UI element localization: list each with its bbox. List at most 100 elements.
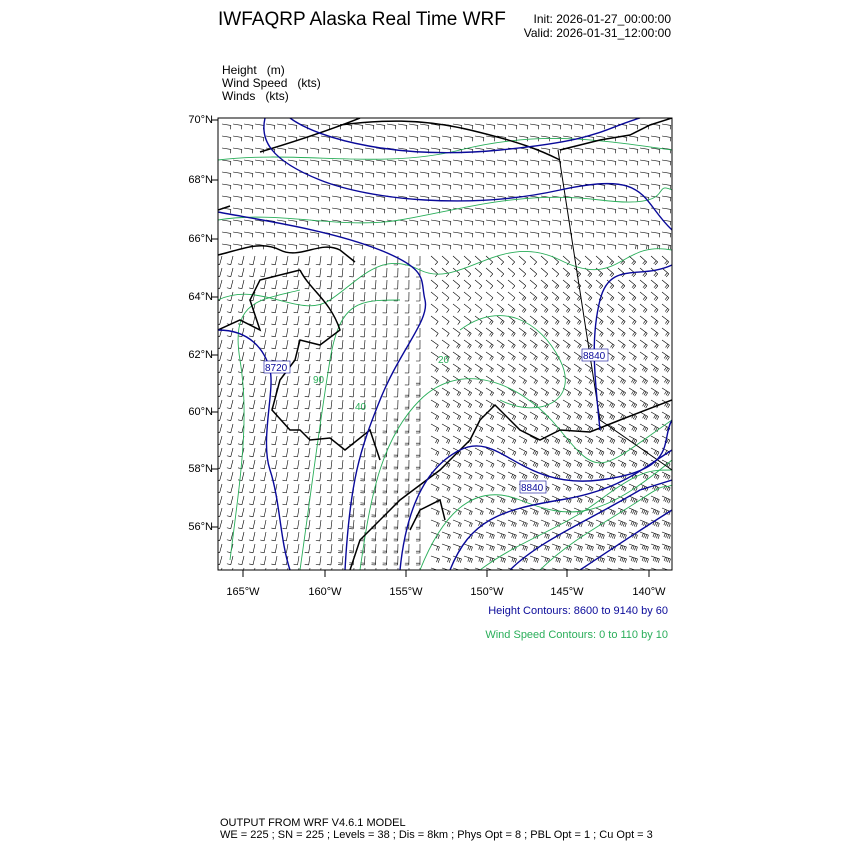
wind-barb — [529, 303, 538, 313]
wind-barb — [276, 231, 287, 238]
wind-barb — [617, 207, 628, 214]
wind-barb — [595, 531, 605, 540]
wind-barb — [298, 219, 309, 226]
wind-barb — [271, 423, 278, 434]
wind-barb — [562, 195, 573, 202]
wind-barb — [529, 171, 540, 178]
wind-barb — [518, 471, 528, 480]
wind-barb — [595, 231, 606, 238]
wind-barb — [628, 471, 638, 480]
wind-barb — [371, 399, 377, 410]
wind-barb — [518, 219, 529, 226]
wind-barb — [315, 327, 322, 338]
wind-barb — [496, 183, 507, 190]
wind-barb — [441, 567, 450, 570]
wind-barb — [551, 375, 560, 385]
wind-barb — [338, 279, 344, 290]
wind-barb — [371, 315, 377, 326]
wind-barb — [496, 435, 506, 444]
wind-barb — [353, 567, 355, 570]
wind-barb — [639, 399, 648, 409]
wind-barb — [315, 543, 322, 554]
wind-barb — [293, 459, 300, 470]
wind-barb — [349, 327, 355, 338]
wind-barb — [485, 447, 495, 456]
wind-barb — [606, 159, 617, 166]
wind-barb — [650, 375, 659, 385]
wind-barb — [584, 483, 594, 492]
wind-barb — [628, 459, 638, 468]
wind-barb — [254, 159, 265, 166]
wind-barb — [474, 159, 485, 166]
wind-barb — [562, 411, 572, 421]
wind-barb — [507, 375, 516, 385]
wind-barb — [249, 495, 256, 506]
wind-barb — [573, 411, 583, 421]
wind-barb — [518, 303, 527, 313]
wind-barb — [320, 123, 331, 130]
wind-barb — [375, 159, 386, 166]
field-unit: (kts) — [297, 76, 321, 90]
wind-barb — [485, 375, 494, 385]
wind-barb — [463, 507, 473, 516]
wind-barb — [661, 411, 671, 421]
wind-barb — [595, 147, 606, 154]
wind-barb — [382, 519, 388, 530]
wind-barb — [650, 555, 660, 563]
wind-barb — [353, 195, 364, 202]
wind-barb — [463, 327, 472, 337]
wind-barb — [326, 387, 333, 398]
wind-barb — [518, 459, 528, 468]
wind-barb — [573, 543, 583, 551]
wind-barb — [584, 315, 593, 325]
wind-barb — [338, 459, 344, 470]
wind-barb — [551, 267, 560, 278]
wind-barb — [304, 447, 311, 458]
wind-barb — [518, 363, 527, 373]
lat-label: 60°N — [188, 406, 213, 418]
wind-barb — [595, 219, 606, 226]
wind-barb — [639, 411, 649, 421]
wind-barb — [485, 183, 496, 190]
wind-barb — [540, 519, 550, 528]
wind-barb — [452, 459, 462, 468]
wind-barb — [650, 519, 660, 528]
wind-barb — [474, 303, 483, 313]
wind-barb — [617, 459, 627, 468]
wind-barb — [260, 267, 267, 278]
wind-barb — [551, 303, 560, 313]
wind-barb — [326, 483, 333, 494]
wind-barb — [463, 171, 474, 178]
wind-barb — [507, 159, 518, 166]
wind-barb — [628, 351, 637, 361]
wind-barb — [338, 387, 344, 398]
wind-barb — [606, 363, 615, 373]
wind-barb — [304, 267, 311, 278]
wind-barb — [315, 375, 322, 386]
wind-barb — [606, 447, 616, 456]
wind-barb — [353, 123, 364, 130]
wind-barb — [573, 387, 582, 397]
wind-barb — [364, 183, 375, 190]
wind-barb — [463, 363, 472, 373]
wind-barb — [249, 267, 256, 278]
wind-barb — [304, 255, 311, 266]
wind-barb — [463, 219, 474, 226]
wind-barb — [326, 471, 333, 482]
wind-barb — [628, 483, 638, 492]
wind-barb — [371, 387, 377, 398]
wind-barb — [260, 387, 267, 398]
wind-barb — [441, 291, 450, 301]
wind-barb — [639, 363, 648, 373]
wind-barb — [430, 135, 441, 142]
wind-barb — [551, 171, 562, 178]
wind-barb — [282, 459, 289, 470]
wind-barb — [293, 411, 300, 422]
wind-barb — [232, 219, 243, 226]
model-config: WE = 225 ; SN = 225 ; Levels = 38 ; Dis … — [220, 829, 653, 841]
wind-barb — [474, 291, 483, 301]
wind-barb — [237, 507, 245, 518]
wind-barb — [419, 135, 430, 142]
wind-barb — [331, 171, 342, 178]
wind-barb — [474, 255, 482, 266]
